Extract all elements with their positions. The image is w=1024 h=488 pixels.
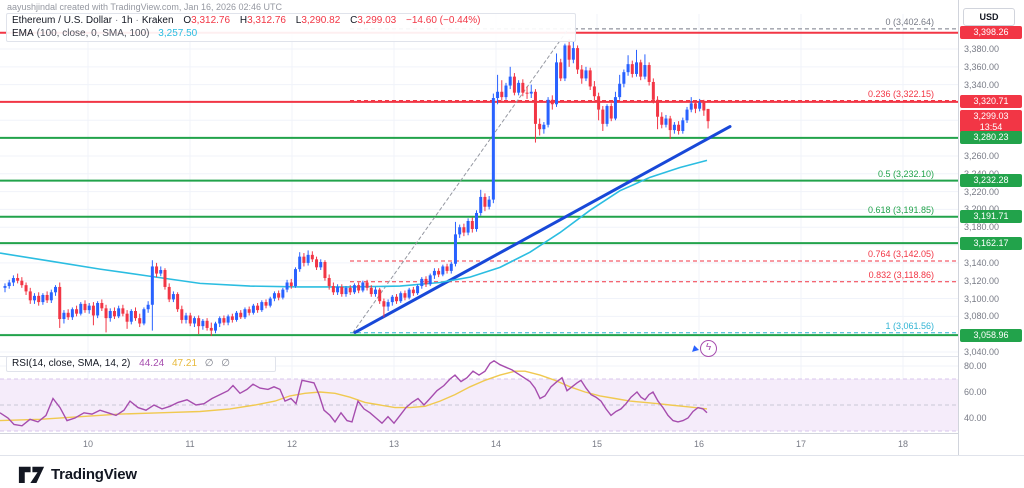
symbol-legend[interactable]: Ethereum / U.S. Dollar · 1h · Kraken O3,312.…: [12, 15, 481, 26]
price-tick: 3,080.00: [964, 311, 1000, 322]
change-value: −14.60 (−0.44%): [406, 15, 481, 26]
rsi-ma-line: [0, 370, 708, 422]
tradingview-logo[interactable]: TradingView: [18, 463, 137, 485]
rsi-label: RSI: [12, 358, 29, 369]
price-tick: 3,180.00: [964, 222, 1000, 233]
price-chart-canvas[interactable]: [0, 0, 1024, 455]
trendlines: [352, 28, 732, 334]
low-value: 3,290.82: [301, 15, 341, 26]
legend-box: [6, 13, 576, 42]
ema-value: 3,257.50: [158, 28, 198, 39]
rsi-legend-box: [6, 356, 276, 372]
currency-label: USD: [963, 8, 1015, 26]
rsi-tick: 60.00: [964, 387, 987, 397]
price-tick: 3,100.00: [964, 293, 1000, 304]
price-tick: 3,360.00: [964, 61, 1000, 72]
time-tick: 18: [897, 439, 909, 449]
fib-level-label: 0.5 (3,232.10): [877, 168, 934, 179]
time-tick: 17: [795, 439, 807, 449]
rsi-band: [0, 378, 958, 432]
time-tick: 16: [693, 439, 705, 449]
time-tick: 13: [388, 439, 400, 449]
fib-level-label: 0.764 (3,142.05): [867, 249, 934, 260]
price-level-badge: 3,191.71: [960, 210, 1022, 224]
price-tick: 3,140.00: [964, 257, 1000, 268]
close-value: 3,299.03: [357, 15, 397, 26]
rsi-legend[interactable]: RSI(14, close, SMA, 14, 2) 44.24 47.21 ∅…: [12, 358, 231, 369]
price-tick: 3,120.00: [964, 275, 1000, 286]
ema-line: [0, 159, 708, 288]
price-tick: 3,200.00: [964, 204, 999, 214]
footer-bar: TradingView: [0, 455, 1024, 488]
rsi-tick: 40.00: [964, 413, 987, 423]
ema-label: EMA: [12, 28, 34, 39]
fib-level-label: 0.832 (3,118.86): [868, 269, 934, 280]
high-value: 3,312.76: [247, 15, 286, 26]
time-tick: 14: [490, 439, 502, 449]
fib-level-label: 0.236 (3,322.15): [867, 88, 934, 99]
rsi-tick: 80.00: [964, 361, 987, 371]
watermark-credit: aayushjindal created with TradingView.co…: [7, 2, 282, 12]
current-price-badge: 3,299.03 13:54: [960, 110, 1022, 134]
fib-level-label: 0 (3,402.64): [885, 16, 934, 27]
price-tick: 3,040.00: [964, 347, 1000, 357]
candles-layer: [3, 39, 710, 336]
time-axis[interactable]: 10 11 12 13 14 15 16 17 18: [0, 433, 958, 456]
price-tick: 3,220.00: [964, 186, 1000, 197]
price-level-badge: 3,058.96: [960, 328, 1022, 342]
alert-lines: [0, 31, 958, 337]
open-value: 3,312.76: [191, 15, 231, 26]
interval-label: 1h: [121, 15, 133, 26]
exchange-label: Kraken: [141, 15, 174, 26]
price-level-badge: 3,320.71: [960, 95, 1022, 109]
time-tick: 15: [591, 439, 603, 449]
time-tick: 12: [286, 439, 298, 449]
price-tick: 3,380.00: [964, 44, 1000, 54]
price-tick: 3,240.00: [964, 169, 999, 179]
fib-level-label: 1 (3,061.56): [885, 320, 934, 331]
time-tick: 11: [185, 439, 195, 449]
brand-name: TradingView: [51, 465, 137, 483]
rsi-line: [0, 359, 708, 427]
time-tick: 10: [82, 439, 94, 449]
price-tick: 3,260.00: [964, 150, 1000, 161]
tradingview-logomark: [18, 466, 45, 483]
ema-legend[interactable]: EMA (100, close, 0, SMA, 100) 3,257.50: [12, 28, 198, 39]
symbol-name: Ethereum / U.S. Dollar: [12, 15, 113, 26]
price-level-badge: 3,162.17: [960, 236, 1022, 250]
rsi-ma-value: 47.21: [171, 358, 198, 369]
price-level-badge: 3,232.28: [960, 174, 1022, 188]
price-tick: 3,340.00: [964, 79, 1000, 90]
price-axis[interactable]: USD 3,380.003,360.003,340.003,320.003,30…: [958, 0, 1024, 455]
price-level-badge: 3,398.26: [960, 26, 1022, 40]
rsi-value: 44.24: [139, 358, 165, 369]
price-level-badge: 3,280.23: [960, 131, 1022, 145]
quick-action-cursor-icon: ϟ: [700, 340, 717, 357]
fib-level-label: 0.618 (3,191.85): [867, 204, 934, 215]
